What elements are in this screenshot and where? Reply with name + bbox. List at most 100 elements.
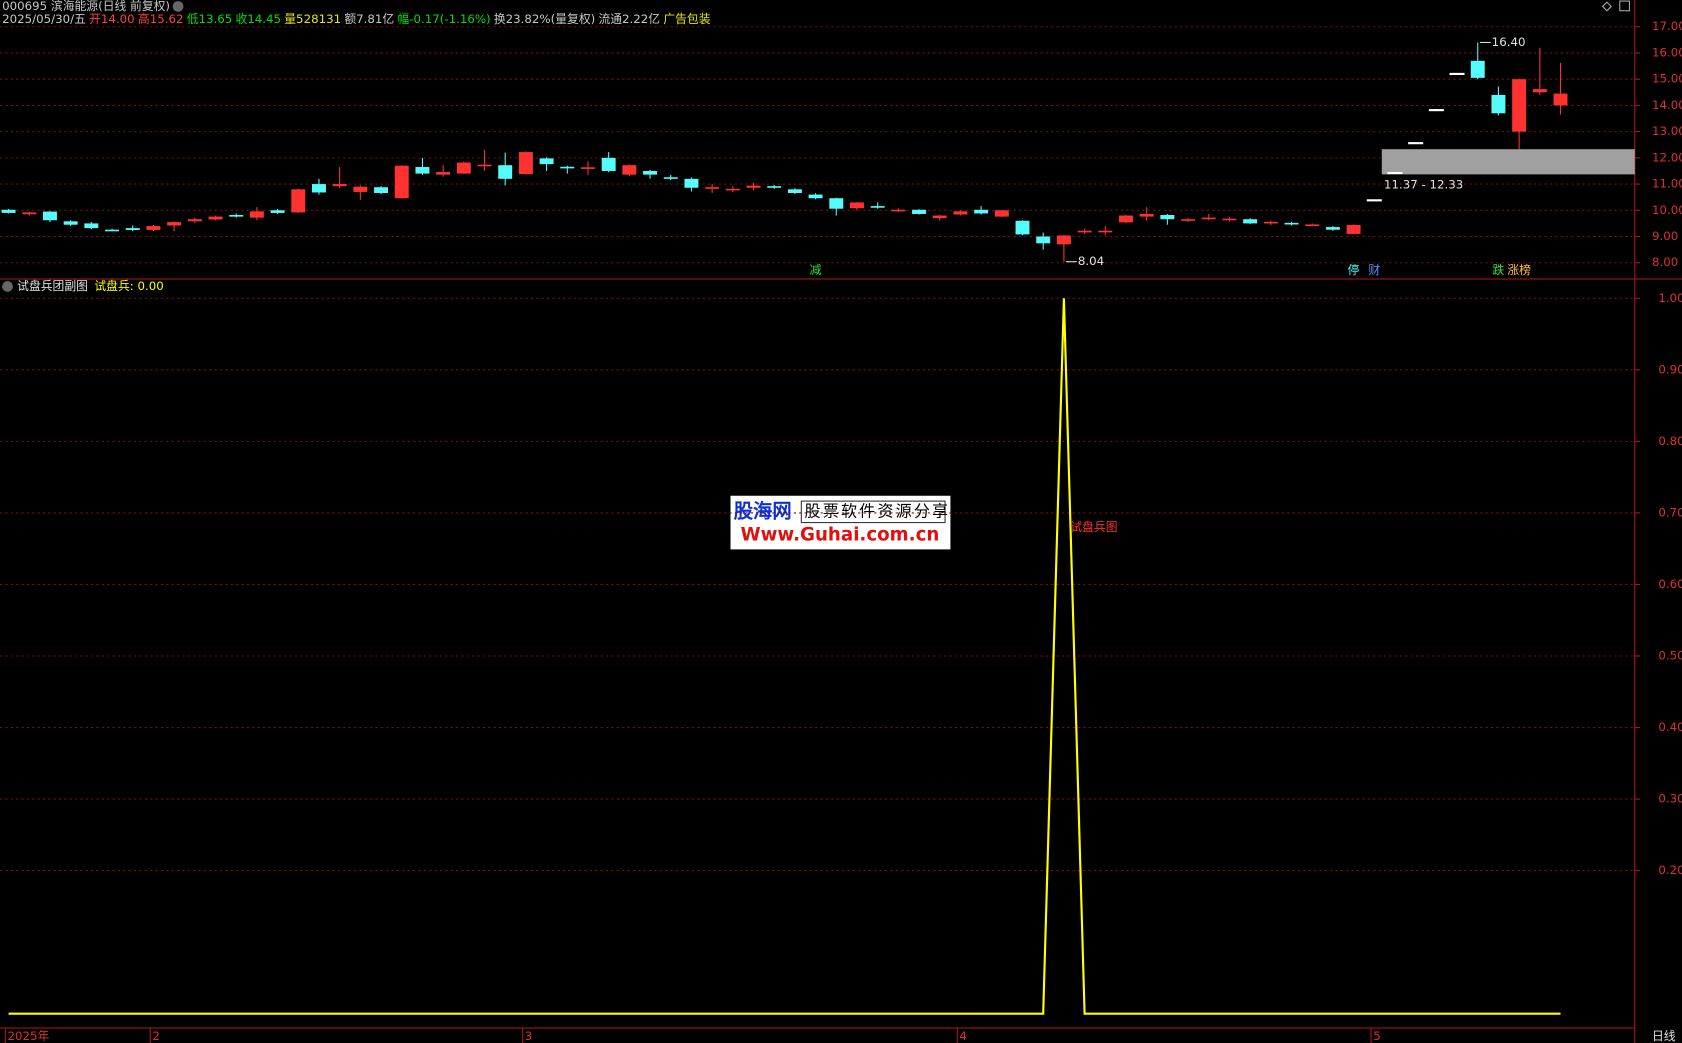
y-tick-label: 0.90 (1658, 362, 1682, 376)
indicator-menu[interactable] (2, 281, 13, 292)
candle-body (208, 216, 223, 220)
candle-body (870, 206, 885, 208)
candle-body (84, 223, 99, 229)
candle-body (953, 211, 968, 215)
header-quote: 2025/05/30/五 (2, 12, 86, 26)
header-quote: 幅-0.17(-1.16%) (397, 12, 490, 26)
watermark-url: Www.Guhai.com.cn (741, 524, 940, 545)
header-quote: 收14.45 (235, 12, 281, 26)
y-tick-label: 10.00 (1652, 203, 1682, 217)
candle-body (560, 166, 575, 169)
candle-body (311, 184, 326, 193)
x-tick-label: 2025年 (8, 1029, 50, 1043)
candle-body (746, 185, 761, 188)
icon-diamond[interactable] (1601, 1, 1612, 12)
y-tick-label: 8.00 (1652, 255, 1678, 269)
candle-body (1284, 222, 1299, 225)
candle-body (187, 219, 202, 222)
signal-label: 跌 (1493, 263, 1505, 277)
annotation-label: 8.04 (1078, 254, 1104, 268)
candle-body (1139, 213, 1154, 217)
candle-body (1243, 219, 1258, 224)
header-quote: 低13.65 (187, 12, 233, 26)
candle-body (436, 172, 451, 175)
signal-label: 停 (1348, 263, 1360, 277)
candle-body (891, 209, 906, 212)
candle-body (518, 152, 533, 175)
candle-body (705, 187, 720, 189)
watermark-slogan: 股票软件资源分享 (805, 501, 951, 520)
candle-body (1056, 235, 1071, 245)
candle-body (1346, 224, 1361, 234)
candle-body (932, 215, 947, 219)
indicator-annotation: 试盘兵图 (1070, 520, 1117, 534)
candle-body (229, 215, 244, 217)
candle-body (22, 212, 37, 215)
indicator-line (8, 298, 1561, 1015)
header-quote: 换23.82%(量复权) (494, 12, 595, 26)
candle-body (1077, 230, 1092, 233)
gap-zone (1381, 149, 1635, 175)
candle-body (850, 202, 864, 209)
candle-body (1181, 219, 1196, 221)
candle-body (1470, 60, 1485, 78)
candle-body (912, 209, 927, 214)
candle-body (1532, 89, 1547, 93)
candle-body (42, 211, 57, 221)
x-tick-label: 3 (525, 1029, 533, 1043)
header-quote: 额7.81亿 (344, 12, 394, 26)
candle-body (622, 165, 637, 175)
candle-body (249, 211, 264, 218)
signal-label: 财 (1368, 263, 1380, 277)
indicator-legend: 试盘兵: 0.00 (94, 279, 163, 293)
candle-body (477, 164, 492, 167)
icon-window[interactable] (1619, 0, 1630, 12)
watermark: 股海网 股票软件资源分享 Www.Guhai.com.cn (730, 495, 951, 550)
candle-body (167, 222, 182, 226)
x-tick-label: 4 (959, 1029, 967, 1043)
y-tick-label: 13.00 (1652, 124, 1682, 138)
candle-body (270, 210, 285, 213)
period-label[interactable]: 日线 (1652, 1029, 1676, 1043)
y-tick-label: 0.20 (1658, 863, 1682, 877)
header-menu[interactable] (172, 1, 184, 12)
candle-body (994, 210, 1009, 217)
candle-body (1015, 220, 1030, 235)
candle-body (663, 177, 678, 179)
x-tick-label: 5 (1373, 1029, 1381, 1043)
candle-body (1553, 93, 1568, 106)
candle-body (767, 186, 782, 188)
x-tick-label: 2 (152, 1029, 160, 1043)
y-tick-label: 0.60 (1658, 577, 1682, 591)
candle-body (146, 226, 161, 230)
y-tick-label: 11.00 (1652, 177, 1682, 191)
candle-body (332, 184, 347, 187)
candle-body (1222, 218, 1237, 221)
annotation-label: 16.40 (1492, 35, 1526, 49)
signal-label: 减 (810, 263, 822, 277)
candle-body (105, 229, 120, 232)
candle-body (643, 170, 658, 175)
candle-body (374, 187, 389, 193)
candle-body (125, 228, 140, 230)
watermark-brand: 股海网 (734, 499, 792, 522)
candle-body (580, 167, 595, 169)
gap-label: 11.37 - 12.33 (1384, 178, 1463, 192)
candle-body (415, 167, 430, 174)
candle-body (1036, 236, 1051, 244)
candle-body (498, 165, 513, 179)
candle-body (1, 209, 16, 213)
y-tick-label: 9.00 (1652, 229, 1678, 243)
header-quote: 广告包装 (663, 12, 710, 26)
watermark-frame (800, 500, 946, 524)
candle-body (601, 157, 616, 171)
candle-body (456, 162, 471, 174)
y-tick-label: 0.30 (1658, 792, 1682, 806)
candle-body (808, 194, 823, 199)
candle-body (684, 178, 699, 188)
y-tick-label: 17.00 (1652, 19, 1682, 33)
candle-body (974, 209, 989, 214)
y-tick-label: 0.40 (1658, 720, 1682, 734)
